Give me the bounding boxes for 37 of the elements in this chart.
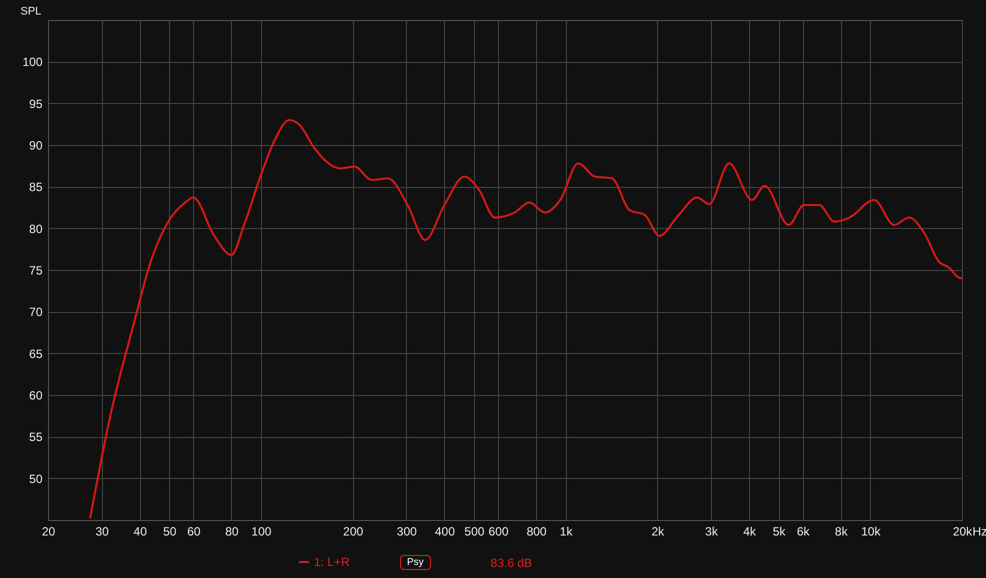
y-tick-label: 95 xyxy=(29,96,43,111)
y-tick-label: 65 xyxy=(29,346,43,361)
x-tick-label: 3k xyxy=(705,524,719,538)
x-tick-label: 2k xyxy=(651,524,666,538)
y-tick-label: 80 xyxy=(29,222,43,236)
x-tick-label: 8k xyxy=(834,524,849,538)
x-tick-label: 20k xyxy=(952,524,974,538)
x-tick-label: 5k xyxy=(772,524,786,538)
y-axis-title: SPL xyxy=(20,6,42,18)
y-tick-label: 60 xyxy=(29,388,43,402)
x-tick-label: 30 xyxy=(95,524,110,538)
x-tick-label: 100 xyxy=(251,524,272,538)
x-tick-label: 1k xyxy=(560,524,574,538)
x-tick-label: 800 xyxy=(526,524,547,538)
x-tick-label: 600 xyxy=(488,524,509,538)
legend-label: 1: L+R xyxy=(314,555,350,569)
x-tick-label: 60 xyxy=(187,524,201,538)
y-tick-label: 50 xyxy=(29,472,43,486)
x-tick-label: 400 xyxy=(434,524,456,538)
y-tick-label: 100 xyxy=(22,55,43,70)
x-tick-label: 40 xyxy=(134,524,148,538)
x-tick-label: 20 xyxy=(42,524,56,538)
x-tick-label: 80 xyxy=(225,524,239,538)
x-tick-label: 500 xyxy=(464,524,485,538)
y-tick-label: 90 xyxy=(29,138,43,152)
x-tick-label: 50 xyxy=(163,524,177,538)
y-tick-label: 70 xyxy=(29,305,43,320)
x-tick-label: 4k xyxy=(743,524,757,538)
x-tick-label: 10k xyxy=(861,524,882,538)
x-tick-label: 200 xyxy=(343,524,364,538)
text: 83.6 dB xyxy=(490,556,532,570)
y-tick-label: 55 xyxy=(29,430,43,444)
y-tick-label: 75 xyxy=(29,264,43,278)
y-tick-label: 85 xyxy=(29,180,43,194)
x-tick-label: 6k xyxy=(796,524,811,538)
x-tick-label: 300 xyxy=(396,524,418,538)
text: Psy xyxy=(400,555,431,570)
